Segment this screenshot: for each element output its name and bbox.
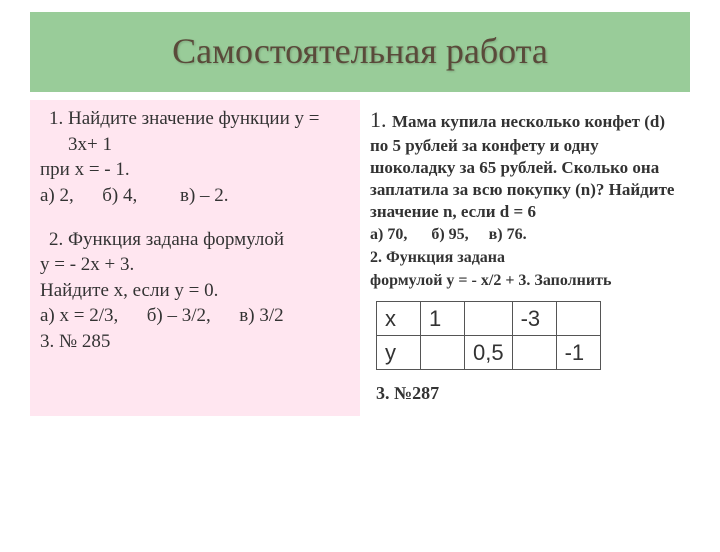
table-cell xyxy=(512,336,556,370)
left-q1-condition: при х = - 1. xyxy=(40,157,350,183)
table-row: y 0,5 -1 xyxy=(377,336,601,370)
right-q1-options: а) 70, б) 95, в) 76. xyxy=(370,225,680,246)
right-q2-line1: 2. Функция задана xyxy=(370,248,680,269)
right-q2-line2: формулой у = - х/2 + 3. Заполнить xyxy=(370,271,680,292)
left-q2-task: Найдите х, если у = 0. xyxy=(40,278,350,304)
left-column: Найдите значение функции у = 3х+ 1 при х… xyxy=(30,100,360,416)
left-q2-options: а) х = 2/3, б) – 3/2, в) 3/2 xyxy=(40,303,350,329)
title-bar: Самостоятельная работа xyxy=(30,12,690,92)
left-q3: 3. № 285 xyxy=(40,329,350,355)
right-q1-body: Мама купила несколько конфет (d) по 5 ру… xyxy=(370,112,674,221)
slide-title: Самостоятельная работа xyxy=(40,30,680,72)
right-q3: 3. №287 xyxy=(370,382,680,405)
table-cell-y-label: y xyxy=(377,336,421,370)
slide: Самостоятельная работа Найдите значение … xyxy=(0,12,720,552)
left-q2: Функция задана формулой xyxy=(68,227,350,253)
left-q1: Найдите значение функции у = 3х+ 1 xyxy=(68,106,350,157)
table-cell xyxy=(465,302,513,336)
table-cell-x-label: x xyxy=(377,302,421,336)
right-q1: 1. Мама купила несколько конфет (d) по 5… xyxy=(370,106,680,223)
table-cell: 0,5 xyxy=(465,336,513,370)
table-row: x 1 -3 xyxy=(377,302,601,336)
right-column: 1. Мама купила несколько конфет (d) по 5… xyxy=(360,100,690,416)
table-cell xyxy=(421,336,465,370)
table-cell: 1 xyxy=(421,302,465,336)
table-cell: -3 xyxy=(512,302,556,336)
xy-table: x 1 -3 y 0,5 -1 xyxy=(376,301,601,370)
table-cell: -1 xyxy=(556,336,600,370)
right-q1-number: 1. xyxy=(370,107,392,132)
table-cell xyxy=(556,302,600,336)
left-q2-formula: у = - 2х + 3. xyxy=(40,252,350,278)
content-columns: Найдите значение функции у = 3х+ 1 при х… xyxy=(30,100,690,416)
left-q1-options: а) 2, б) 4, в) – 2. xyxy=(40,183,350,209)
